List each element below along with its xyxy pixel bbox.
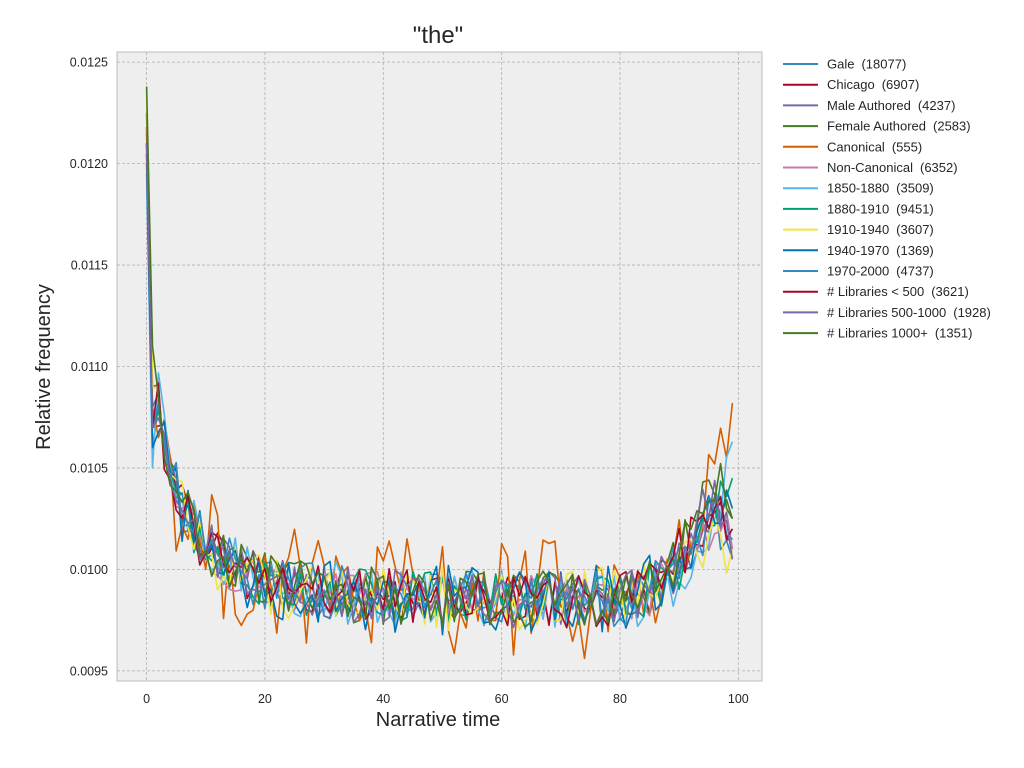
- x-tick-label: 0: [143, 692, 150, 706]
- legend-count: (1928): [953, 305, 991, 320]
- legend-count: (1369): [896, 243, 934, 258]
- y-axis-ticks: 0.0095 0.0100 0.0105 0.0110 0.0115 0.0120 0.01…: [70, 56, 108, 679]
- legend-count: (1351): [935, 326, 973, 341]
- legend-count: (3621): [931, 284, 969, 299]
- x-axis-label: Narrative time: [376, 709, 500, 731]
- y-tick-label: 0.0095: [70, 664, 108, 678]
- y-tick-label: 0.0100: [70, 563, 108, 577]
- y-tick-label: 0.0110: [71, 360, 108, 374]
- chart-title: "the": [413, 22, 463, 49]
- legend-label: 1910-1940 (3607): [827, 222, 934, 237]
- series-line: [145, 86, 734, 628]
- legend-label: 1850-1880 (3509): [827, 181, 934, 196]
- legend-count: (2583): [933, 119, 971, 134]
- y-tick-label: 0.0120: [70, 157, 108, 171]
- legend-count: (18077): [861, 57, 906, 72]
- legend-count: (3509): [896, 181, 934, 196]
- legend-label: 1940-1970 (1369): [827, 243, 934, 258]
- x-tick-label: 60: [495, 692, 509, 706]
- legend-label: # Libraries < 500 (3621): [827, 284, 969, 299]
- legend-label: # Libraries 1000+ (1351): [827, 326, 972, 341]
- legend-count: (6907): [882, 77, 920, 92]
- x-tick-label: 20: [258, 692, 272, 706]
- legend-count: (4237): [918, 98, 956, 113]
- y-tick-label: 0.0125: [70, 56, 108, 70]
- x-tick-label: 100: [728, 692, 749, 706]
- legend-label: Non-Canonical (6352): [827, 160, 958, 175]
- legend-label: Canonical (555): [827, 139, 922, 154]
- legend-label: 1970-2000 (4737): [827, 264, 934, 279]
- legend-count: (6352): [920, 160, 958, 175]
- x-tick-label: 80: [613, 692, 627, 706]
- legend-label: 1880-1910 (9451): [827, 201, 934, 216]
- series-line: [145, 143, 734, 629]
- series-lines: [145, 86, 734, 660]
- legend: Gale (18077) Chicago (6907) Male Authored (42…: [783, 57, 991, 341]
- x-tick-label: 40: [376, 692, 390, 706]
- legend-label: Male Authored (4237): [827, 98, 955, 113]
- legend-label: Female Authored (2583): [827, 119, 971, 134]
- x-axis-ticks: 0 20 40 60 80 100: [143, 692, 749, 706]
- legend-label: Chicago (6907): [827, 77, 919, 92]
- y-tick-label: 0.0105: [70, 461, 108, 475]
- legend-label: # Libraries 500-1000 (1928): [827, 305, 991, 320]
- legend-label: Gale (18077): [827, 57, 906, 72]
- legend-count: (9451): [896, 201, 934, 216]
- legend-count: (4737): [896, 264, 934, 279]
- y-tick-label: 0.0115: [71, 259, 108, 273]
- y-axis-label: Relative frequency: [33, 284, 55, 450]
- legend-count: (3607): [896, 222, 934, 237]
- legend-count: (555): [892, 139, 922, 154]
